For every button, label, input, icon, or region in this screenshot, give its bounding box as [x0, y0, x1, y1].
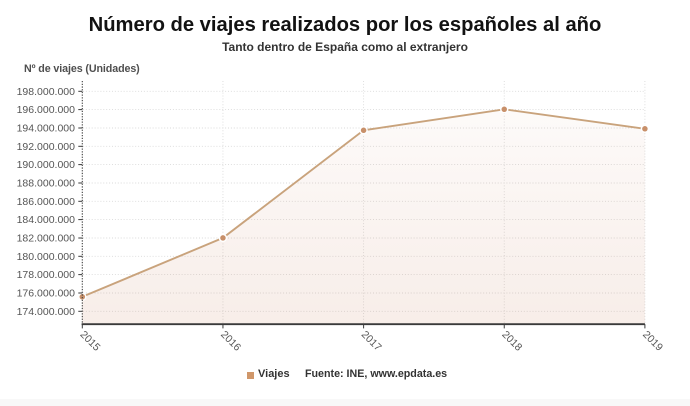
svg-text:188.000.000: 188.000.000	[17, 178, 76, 190]
svg-text:180.000.000: 180.000.000	[17, 251, 76, 263]
svg-text:194.000.000: 194.000.000	[17, 123, 76, 135]
svg-text:186.000.000: 186.000.000	[17, 196, 76, 208]
svg-text:174.000.000: 174.000.000	[17, 306, 76, 318]
svg-text:198.000.000: 198.000.000	[17, 86, 76, 98]
svg-text:2015: 2015	[77, 329, 102, 354]
svg-text:196.000.000: 196.000.000	[17, 104, 76, 116]
svg-text:190.000.000: 190.000.000	[17, 159, 76, 171]
svg-text:2016: 2016	[218, 329, 243, 354]
svg-text:184.000.000: 184.000.000	[17, 214, 76, 226]
svg-text:182.000.000: 182.000.000	[17, 233, 76, 245]
svg-text:2017: 2017	[359, 329, 384, 354]
svg-text:192.000.000: 192.000.000	[17, 141, 76, 153]
svg-text:178.000.000: 178.000.000	[17, 269, 76, 281]
svg-text:2018: 2018	[499, 329, 524, 354]
svg-text:176.000.000: 176.000.000	[17, 288, 76, 300]
svg-text:2019: 2019	[640, 329, 665, 354]
